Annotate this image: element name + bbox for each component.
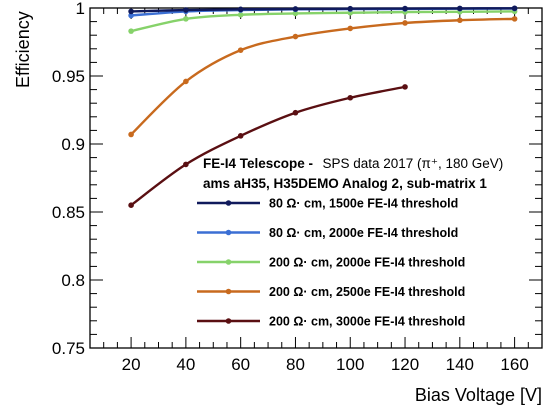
legend-item: 80 Ω· cm, 1500e FE-I4 threshold	[197, 197, 458, 211]
legend-label: 200 Ω· cm, 3000e FE-I4 threshold	[269, 315, 465, 329]
legend-marker	[225, 229, 232, 236]
legend-item: 200 Ω· cm, 2000e FE-I4 threshold	[197, 256, 465, 270]
annotation-title: FE-I4 Telescope -	[203, 156, 313, 171]
data-point	[347, 25, 354, 32]
x-tick-label: 120	[391, 355, 419, 374]
x-tick-label: 20	[122, 355, 141, 374]
data-point	[511, 16, 518, 22]
data-point	[237, 47, 244, 53]
x-tick-label: 60	[231, 355, 250, 374]
series-group	[128, 5, 518, 208]
legend-label: 200 Ω· cm, 2500e FE-I4 threshold	[269, 285, 465, 299]
legend-item: 200 Ω· cm, 2500e FE-I4 threshold	[197, 285, 465, 299]
annotation: FE-I4 Telescope - SPS data 2017 (π⁺, 180…	[203, 155, 503, 191]
legend: 80 Ω· cm, 1500e FE-I4 threshold 80 Ω· cm,…	[197, 197, 465, 329]
data-point	[183, 16, 189, 22]
data-point	[292, 109, 299, 116]
data-point	[237, 6, 244, 13]
data-point	[402, 20, 408, 26]
data-point	[128, 12, 134, 19]
data-point	[347, 5, 354, 12]
y-tick-label: 0.75	[52, 339, 85, 358]
annotation-subtitle: SPS data 2017 (π⁺, 180 GeV)	[322, 156, 503, 171]
x-tick-label: 40	[176, 355, 195, 374]
data-point	[292, 10, 299, 17]
data-point	[237, 133, 244, 139]
legend-marker	[225, 259, 232, 265]
data-point	[183, 78, 189, 85]
data-point	[292, 33, 299, 40]
y-tick-label: 0.85	[52, 203, 85, 222]
series-1	[128, 5, 518, 15]
y-axis-label: Efficiency	[13, 11, 33, 88]
annotation-line2: ams aH35, H35DEMO Analog 2, sub-matrix 1	[203, 176, 487, 191]
legend-label: 80 Ω· cm, 1500e FE-I4 threshold	[269, 197, 458, 211]
y-tick-label: 0.95	[52, 67, 85, 86]
series-line	[131, 7, 515, 13]
legend-label: 80 Ω· cm, 2000e FE-I4 threshold	[269, 226, 458, 240]
legend-item: 200 Ω· cm, 3000e FE-I4 threshold	[197, 315, 465, 329]
y-tick-label: 0.9	[61, 135, 85, 154]
data-point	[511, 5, 518, 12]
y-tick-label: 0.8	[61, 271, 85, 290]
data-point	[128, 28, 134, 34]
series-3	[128, 8, 518, 34]
legend-item: 80 Ω· cm, 2000e FE-I4 threshold	[197, 226, 458, 240]
data-point	[128, 131, 134, 138]
svg-text:FE-I4 Telescope - SPS da: FE-I4 Telescope - SPS data 2017 (π⁺, 180…	[203, 155, 503, 172]
data-point	[237, 12, 244, 18]
x-tick-label: 140	[446, 355, 474, 374]
data-point	[128, 8, 134, 15]
legend-marker	[225, 318, 232, 324]
x-tick-label: 80	[286, 355, 305, 374]
data-point	[128, 202, 134, 208]
data-point	[457, 5, 463, 12]
x-tick-label: 160	[500, 355, 528, 374]
series-4	[128, 16, 518, 138]
series-line	[130, 17, 515, 136]
y-tick-label: 1	[76, 0, 85, 18]
legend-label: 200 Ω· cm, 2000e FE-I4 threshold	[269, 256, 465, 270]
data-point	[183, 7, 189, 13]
series-line	[130, 10, 515, 33]
tick-labels: 20 40 60 80 100 120 140 160 0.75 0.8 0.85 0.9 0.95 1	[52, 0, 529, 374]
legend-marker	[225, 200, 232, 206]
data-point	[402, 5, 408, 12]
series-line	[130, 85, 406, 207]
data-point	[347, 94, 354, 101]
data-point	[402, 84, 408, 90]
x-tick-label: 100	[336, 355, 364, 374]
series-5	[128, 84, 408, 208]
legend-marker	[225, 288, 232, 295]
data-point	[457, 17, 463, 24]
x-axis-label: Bias Voltage [V]	[415, 385, 542, 405]
data-point	[183, 161, 189, 168]
data-point	[292, 6, 299, 12]
